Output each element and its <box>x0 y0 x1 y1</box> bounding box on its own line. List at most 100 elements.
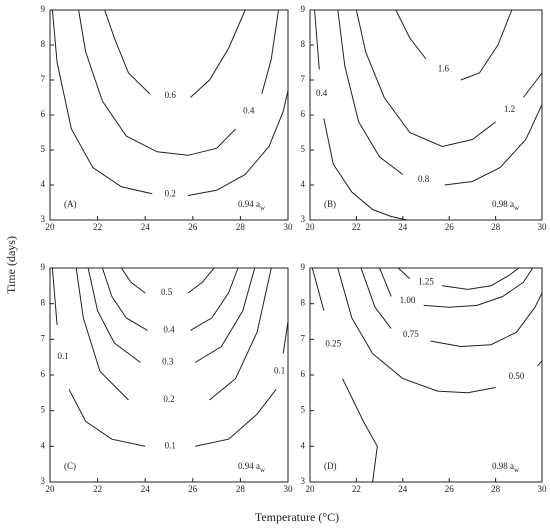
x-tick-label: 22 <box>93 484 102 494</box>
y-tick-label: 8 <box>41 39 46 49</box>
x-tick-label: 24 <box>141 222 151 232</box>
annotation-subscript: w <box>260 204 266 212</box>
x-tick-label: 26 <box>445 222 455 232</box>
x-tick-label: 28 <box>491 484 501 494</box>
contour-label: 0.1 <box>57 351 68 361</box>
y-tick-label: 6 <box>301 109 306 119</box>
x-tick-label: 20 <box>306 222 316 232</box>
annotation-subscript: w <box>260 466 266 474</box>
x-tick-label: 30 <box>538 222 548 232</box>
contour-label: 0.1 <box>274 365 285 375</box>
y-tick-label: 8 <box>41 298 46 308</box>
annotation: 0.94 aw <box>238 199 266 212</box>
annotation-text: 0.94 a <box>238 199 260 209</box>
x-tick-label: 20 <box>306 484 316 494</box>
annotation-subscript: w <box>514 204 520 212</box>
y-tick-label: 7 <box>301 74 306 84</box>
contour-line <box>355 9 543 148</box>
y-tick-label: 6 <box>301 369 306 379</box>
contour-line <box>314 9 408 221</box>
panel-label: (C) <box>64 461 76 471</box>
contour-line <box>395 9 513 81</box>
annotation: 0.94 aw <box>238 461 266 474</box>
plot-frame <box>309 267 543 483</box>
x-tick-label: 22 <box>352 484 361 494</box>
contour-line <box>51 267 289 447</box>
y-axis-label: Time (days) <box>4 236 18 294</box>
contour-label: 0.75 <box>403 329 419 339</box>
contour-label: 0.3 <box>162 357 174 367</box>
contour-label: 1.25 <box>418 276 434 286</box>
annotation: 0.98 aw <box>492 199 520 212</box>
x-tick-label: 30 <box>538 484 548 494</box>
annotation: 0.98 aw <box>492 461 520 474</box>
annotation-subscript: w <box>514 466 520 474</box>
y-tick-label: 3 <box>301 476 306 486</box>
y-tick-label: 4 <box>301 440 306 450</box>
y-tick-label: 4 <box>41 179 46 189</box>
contour-label: 1.2 <box>504 104 515 114</box>
contour-label: 0.5 <box>161 287 173 297</box>
x-tick-label: 22 <box>352 222 361 232</box>
x-tick-label: 30 <box>284 484 294 494</box>
y-tick-label: 6 <box>41 109 46 119</box>
x-tick-label: 20 <box>46 222 56 232</box>
contour-label: 0.1 <box>165 440 176 450</box>
y-tick-label: 4 <box>301 179 306 189</box>
y-tick-label: 9 <box>41 262 46 272</box>
contour-line <box>360 267 543 348</box>
y-tick-label: 8 <box>301 39 306 49</box>
x-tick-label: 30 <box>284 222 294 232</box>
x-tick-label: 20 <box>46 484 56 494</box>
contour-label: 0.2 <box>165 189 176 199</box>
contour-label: 0.2 <box>163 394 174 404</box>
contour-line <box>51 9 289 196</box>
contour-label: 1.6 <box>438 64 450 74</box>
contour-line <box>397 267 520 290</box>
contour-line <box>337 267 543 394</box>
contour-line <box>78 9 279 156</box>
x-tick-label: 26 <box>445 484 455 494</box>
y-tick-label: 5 <box>301 144 306 154</box>
y-tick-label: 7 <box>41 333 46 343</box>
contour-label: 0.50 <box>509 371 525 381</box>
y-tick-label: 5 <box>301 405 306 415</box>
y-tick-label: 7 <box>301 333 306 343</box>
contour-label: 0.4 <box>163 324 175 334</box>
panel-label: (B) <box>324 199 336 209</box>
y-tick-label: 5 <box>41 144 46 154</box>
plot-frame <box>309 9 543 221</box>
contour-line <box>311 267 378 483</box>
contour-line <box>101 267 239 331</box>
x-tick-label: 28 <box>236 222 246 232</box>
x-tick-label: 24 <box>398 484 408 494</box>
x-tick-label: 28 <box>491 222 501 232</box>
contour-label: 0.8 <box>418 174 430 184</box>
annotation-text: 0.94 a <box>238 461 260 471</box>
y-tick-label: 3 <box>41 214 46 224</box>
y-tick-label: 6 <box>41 369 46 379</box>
annotation-text: 0.98 a <box>492 461 514 471</box>
contour-label: 0.25 <box>325 339 341 349</box>
x-tick-label: 24 <box>398 222 408 232</box>
contour-line <box>87 267 256 363</box>
contour-line <box>75 267 272 401</box>
panel-label: (A) <box>64 199 77 209</box>
x-axis-label: Temperature (°C) <box>255 510 339 524</box>
contour-line <box>379 267 534 308</box>
contour-label: 0.4 <box>243 106 255 116</box>
x-tick-label: 28 <box>236 484 246 494</box>
y-tick-label: 9 <box>301 4 306 14</box>
contour-label: 0.6 <box>165 90 177 100</box>
x-tick-label: 24 <box>141 484 151 494</box>
x-tick-label: 26 <box>188 484 198 494</box>
y-tick-label: 3 <box>41 476 46 486</box>
y-tick-label: 5 <box>41 405 46 415</box>
y-tick-label: 9 <box>41 4 46 14</box>
y-tick-label: 7 <box>41 74 46 84</box>
contour-label: 0.4 <box>316 88 328 98</box>
y-tick-label: 8 <box>301 298 306 308</box>
y-tick-label: 4 <box>41 440 46 450</box>
